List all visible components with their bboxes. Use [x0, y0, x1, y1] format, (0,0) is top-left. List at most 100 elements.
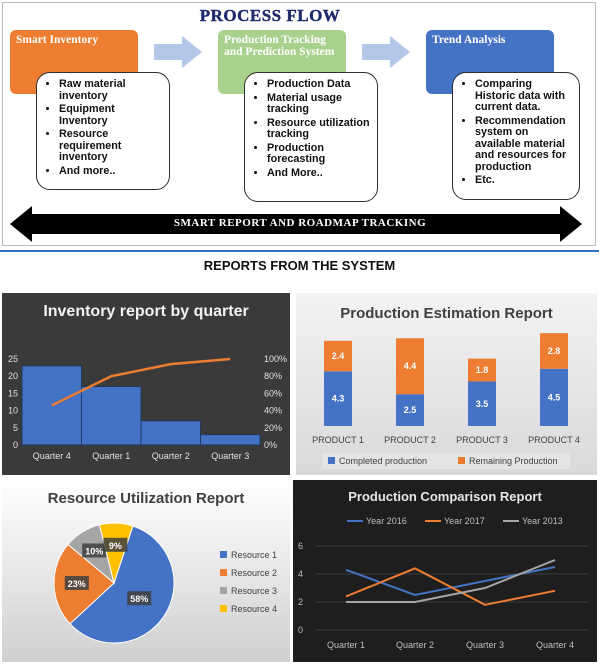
list-item: Material usage tracking	[267, 92, 371, 116]
x-tick-label: PRODUCT 1	[312, 435, 364, 445]
legend-label: Resource 3	[231, 586, 277, 596]
y2-tick-label: 40%	[264, 406, 282, 416]
y-tick-label: 0	[13, 440, 18, 450]
legend-swatch	[220, 587, 227, 594]
inventory-chart: 0 5 10 15 20 25 0% 20% 40% 60% 80% 100% Quarter 4 Qua…	[8, 354, 287, 461]
y-tick-label: 4	[298, 569, 303, 579]
bar	[200, 434, 261, 446]
bar-completed	[324, 371, 352, 426]
legend-label: Remaining Production	[469, 456, 558, 466]
x-tick-label: Quarter 3	[211, 451, 249, 461]
legend-swatch	[220, 605, 227, 612]
bar-completed	[396, 394, 424, 426]
data-label: 9%	[109, 541, 122, 551]
y2-tick-label: 20%	[264, 423, 282, 433]
data-label: 1.8	[476, 365, 489, 375]
bar-remaining	[396, 338, 424, 395]
x-tick-label: Quarter 2	[152, 451, 190, 461]
list-item: Resource requirement inventory	[59, 128, 163, 164]
legend-label: Completed production	[339, 456, 427, 466]
x-tick-label: PRODUCT 4	[528, 435, 580, 445]
y-tick-label: 2	[298, 597, 303, 607]
comparison-line-chart: 0 2 4 6 Quarter 1 Quarter 2 Quarter 3 Quarter 4…	[298, 516, 589, 650]
data-label: 4.3	[332, 394, 345, 404]
bar-remaining	[468, 358, 496, 382]
bar-completed	[468, 381, 496, 426]
trend-analysis-card: Comparing Historic data with current dat…	[452, 72, 580, 200]
y-tick-label: 15	[8, 388, 18, 398]
list-item: Raw material inventory	[59, 78, 163, 102]
inventory-report-panel: Inventory report by quarter 0 5 10 15 20 25 0%…	[2, 293, 290, 475]
list-item: Comparing Historic data with current dat…	[475, 78, 573, 114]
y2-tick-label: 0%	[264, 440, 277, 450]
y-tick-label: 5	[13, 423, 18, 433]
legend-box	[322, 453, 570, 469]
data-label-box	[82, 543, 107, 558]
y-tick-label: 25	[8, 354, 18, 364]
series-line	[346, 559, 556, 603]
data-label: 3.5	[476, 399, 489, 409]
y-tick-label: 20	[8, 371, 18, 381]
bar-remaining	[324, 340, 352, 372]
list-item: Resource utilization tracking	[267, 117, 371, 141]
reports-title: REPORTS FROM THE SYSTEM	[203, 258, 396, 273]
legend-label: Resource 1	[231, 550, 277, 560]
double-arrow-band-icon	[10, 206, 582, 242]
data-label: 4.5	[548, 392, 561, 402]
list-item: And more..	[59, 165, 163, 178]
bar-completed	[540, 368, 568, 426]
flow-arrow-right-icon	[154, 36, 202, 68]
list-item: Production Data	[267, 78, 371, 91]
bar	[81, 386, 142, 446]
legend-swatch	[220, 569, 227, 576]
x-tick-label: Quarter 1	[327, 640, 365, 650]
smart-inventory-card: Raw material inventory Equipment Invento…	[36, 72, 170, 190]
band-label: SMART REPORT AND ROADMAP TRACKING	[173, 217, 427, 229]
production-estimation-panel: Production Estimation Report 4.3 2.4 PRODU…	[296, 293, 597, 475]
y2-tick-label: 60%	[264, 388, 282, 398]
data-label: 2.8	[548, 346, 561, 356]
legend-label: Resource 4	[231, 604, 277, 614]
y2-tick-label: 100%	[264, 354, 287, 364]
list-item: Etc.	[475, 174, 573, 187]
pie-slice	[69, 525, 175, 644]
legend-swatch	[458, 457, 465, 464]
x-tick-label: Quarter 2	[396, 640, 434, 650]
list-item: Recommendation system on available mater…	[475, 115, 573, 174]
data-label: 4.4	[404, 361, 417, 371]
chart-title: Resource Utilization Report	[47, 490, 245, 507]
y-tick-label: 6	[298, 541, 303, 551]
x-tick-label: Quarter 1	[92, 451, 130, 461]
legend-swatch	[328, 457, 335, 464]
production-comparison-panel: Production Comparison Report 0 2 4 6 Quarter…	[293, 480, 597, 662]
production-tracking-card: Production Data Material usage tracking …	[244, 72, 378, 202]
data-label: 58%	[130, 594, 148, 604]
series-line	[345, 567, 556, 606]
legend-swatch	[220, 551, 227, 558]
legend-label: Year 2017	[444, 516, 485, 526]
y2-tick-label: 80%	[264, 371, 282, 381]
data-label-box	[64, 575, 89, 590]
chart-title: Production Comparison Report	[348, 489, 542, 504]
legend-label: Year 2013	[522, 516, 563, 526]
y-tick-label: 0	[298, 625, 303, 635]
data-label: 2.5	[404, 405, 417, 415]
legend-label: Year 2016	[366, 516, 407, 526]
list-item: Equipment Inventory	[59, 103, 163, 127]
bar-remaining	[540, 333, 568, 369]
process-flow-title: PROCESS FLOW	[199, 6, 341, 25]
x-tick-label: PRODUCT 2	[384, 435, 436, 445]
list-item: Production forecasting	[267, 142, 371, 166]
list-item: And More..	[267, 167, 371, 180]
chart-title: Production Estimation Report	[340, 305, 553, 322]
data-label: 2.4	[332, 351, 345, 361]
section-divider	[0, 250, 599, 252]
resource-utilization-panel: Resource Utilization Report 58% 23% 10% 9% R…	[2, 480, 290, 662]
chart-title: Inventory report by quarter	[43, 303, 249, 320]
data-label: 10%	[85, 546, 103, 556]
estimation-chart: 4.3 2.4 PRODUCT 1 2.5 4.4 PRODUCT 2 3.5 1.8 PROD…	[312, 333, 580, 469]
x-tick-label: PRODUCT 3	[456, 435, 508, 445]
x-tick-label: Quarter 4	[33, 451, 71, 461]
flow-arrow-right-icon	[362, 36, 410, 68]
data-label-box	[127, 591, 152, 606]
